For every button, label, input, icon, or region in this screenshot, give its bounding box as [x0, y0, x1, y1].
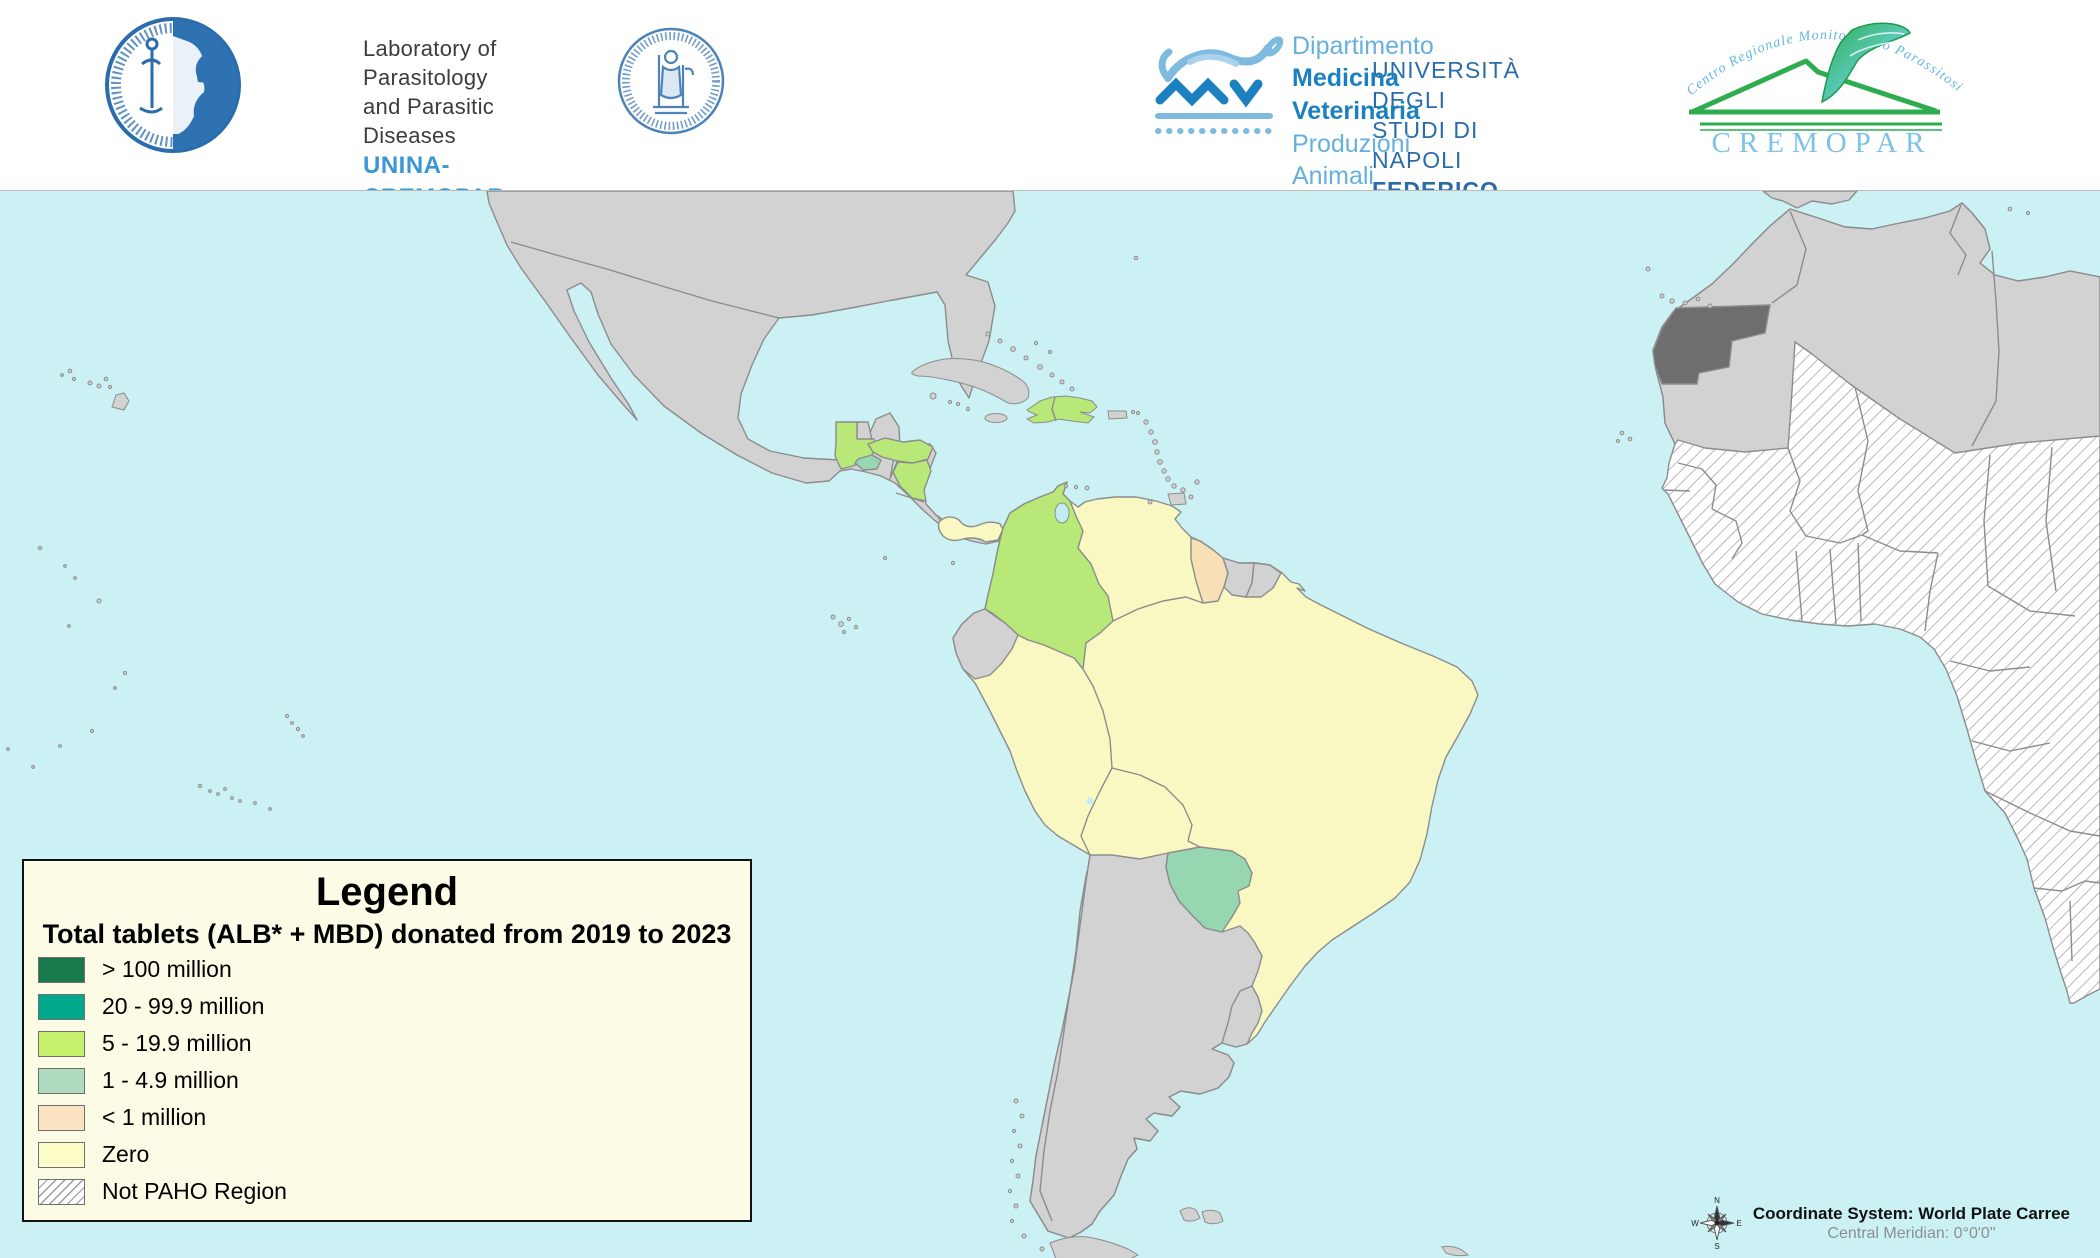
island-clipperton: [882, 555, 888, 561]
dipartimento-line1: Dipartimento: [1292, 32, 1434, 60]
island-cocos: [950, 560, 956, 566]
compass-rose-icon: N S E W: [1691, 1196, 1741, 1251]
island-tierra-del-fuego: [1049, 1236, 1140, 1258]
country-honduras: [867, 437, 934, 464]
legend-swatch-20-99m: [38, 993, 85, 1020]
island-falklands-east: [1201, 1209, 1224, 1225]
legend-swatch-lt1m: [38, 1104, 85, 1131]
legend-label: Not PAHO Region: [102, 1178, 287, 1204]
legend-row: 5 - 19.9 million: [38, 1025, 736, 1062]
north-america-group: [486, 191, 1016, 545]
border-peru-bolivia: [1080, 767, 1113, 856]
legend-row: Not PAHO Region: [38, 1173, 736, 1210]
legend-row: Zero: [38, 1136, 736, 1173]
legend-subtitle: Total tablets (ALB* + MBD) donated from …: [42, 919, 732, 949]
legend-title: Legend: [315, 870, 459, 914]
cremopar-leaf-icon: [1820, 22, 1911, 104]
legend-label: 1 - 4.9 million: [102, 1067, 239, 1093]
compass-n: N: [1714, 1196, 1720, 1205]
lake-titicaca: [1086, 797, 1094, 805]
universita-line2: DEGLI STUDI DI NAPOLI: [1372, 87, 1479, 173]
border-bolivia-brazil: [1111, 767, 1201, 848]
legend-label: 20 - 99.9 million: [102, 993, 265, 1019]
cremopar-mark-icon: Centro Regionale Monitoraggio Parassitos…: [1684, 22, 1965, 159]
legend-swatch-gt100m: [38, 956, 85, 983]
africa-border-lines: [1662, 204, 2100, 962]
legend-label: > 100 million: [102, 956, 232, 982]
country-jamaica: [984, 413, 1008, 423]
island-bermuda: [1133, 255, 1139, 261]
coordinate-info: N S E W Coordinate System: World Plate C…: [1691, 1195, 2070, 1251]
legend-label: 5 - 19.9 million: [102, 1030, 252, 1056]
horse-mark-icon: [1155, 36, 1284, 134]
legend-label: < 1 million: [102, 1104, 207, 1130]
legend-swatch-5-19m: [38, 1030, 85, 1057]
universita-line1: UNIVERSITÀ: [1372, 57, 1521, 83]
country-panama: [937, 516, 1004, 543]
header-logo-bar: Laboratory of Parasitology and Parasitic…: [0, 0, 2100, 271]
dipartimento-line2: Medicina Veterinaria: [1292, 64, 1420, 125]
unina-seal-globe-icon: [105, 17, 241, 153]
legend-row: > 100 million: [38, 951, 736, 988]
region-southern-cone: [1029, 852, 1263, 1239]
island-south-georgia: [1441, 1245, 1470, 1257]
legend-swatch-1-4m: [38, 1067, 85, 1094]
country-french-guiana: [1245, 562, 1282, 598]
border-argentina-uruguay: [1221, 985, 1253, 1044]
south-atlantic-islands: [1007, 1098, 1470, 1258]
border-peru-brazil: [1082, 668, 1113, 769]
atlantic-islands: [1616, 206, 2030, 443]
south-america-group: [952, 481, 1479, 1239]
legend-row: 1 - 4.9 million: [38, 1062, 736, 1099]
border-haiti-dr: [1051, 396, 1057, 422]
map-canvas: [0, 191, 2100, 1258]
border-us-mexico: [510, 241, 780, 319]
country-western-sahara: [1652, 304, 1771, 385]
region-iberia: [1762, 191, 1858, 209]
country-puerto-rico: [1107, 410, 1128, 420]
central-meridian-label: Central Meridian: 0°0'0": [1827, 1224, 1996, 1242]
compass-e: E: [1736, 1219, 1741, 1228]
legend-box: Legend Total tablets (ALB* + MBD) donate…: [22, 859, 752, 1222]
compass-w: W: [1691, 1219, 1699, 1228]
island-hawaii: [111, 392, 130, 411]
border-venezuela-brazil: [1112, 596, 1204, 622]
cremopar-wordmark: CREMOPAR: [1712, 127, 1933, 159]
country-el-salvador: [854, 454, 882, 471]
dipartimento-line3: Produzioni Animali: [1292, 130, 1411, 190]
compass-s: S: [1714, 1242, 1719, 1251]
lab-title-line1: Laboratory of Parasitology: [363, 36, 497, 90]
country-ecuador: [952, 608, 1019, 680]
country-cuba: [911, 358, 1030, 405]
pacific-islands: [6, 368, 956, 811]
country-trinidad: [1167, 492, 1187, 506]
country-nicaragua: [892, 459, 932, 502]
legend-row: 20 - 99.9 million: [38, 988, 736, 1025]
map-area: Legend Total tablets (ALB* + MBD) donate…: [0, 190, 2100, 1258]
africa-group: [1616, 191, 2100, 1004]
border-chile-argentina: [1039, 870, 1088, 1222]
legend-swatch-zero: [38, 1141, 85, 1168]
country-hispaniola: [1025, 395, 1098, 424]
federico-ii-seal-icon: [617, 27, 725, 135]
legend-swatch-not-paho: [38, 1178, 85, 1205]
country-paraguay: [1165, 846, 1253, 933]
island-falklands-west: [1179, 1207, 1201, 1222]
legend-label: Zero: [102, 1141, 150, 1167]
south-america-border-lines: [1039, 596, 1253, 1222]
legend-row: < 1 million: [38, 1099, 736, 1136]
lake-maracaibo: [1054, 502, 1070, 524]
lab-title-line2: and Parasitic Diseases: [363, 94, 495, 148]
coordinate-system-label: Coordinate System: World Plate Carree: [1752, 1203, 2070, 1223]
islands-group: [6, 255, 1470, 1258]
